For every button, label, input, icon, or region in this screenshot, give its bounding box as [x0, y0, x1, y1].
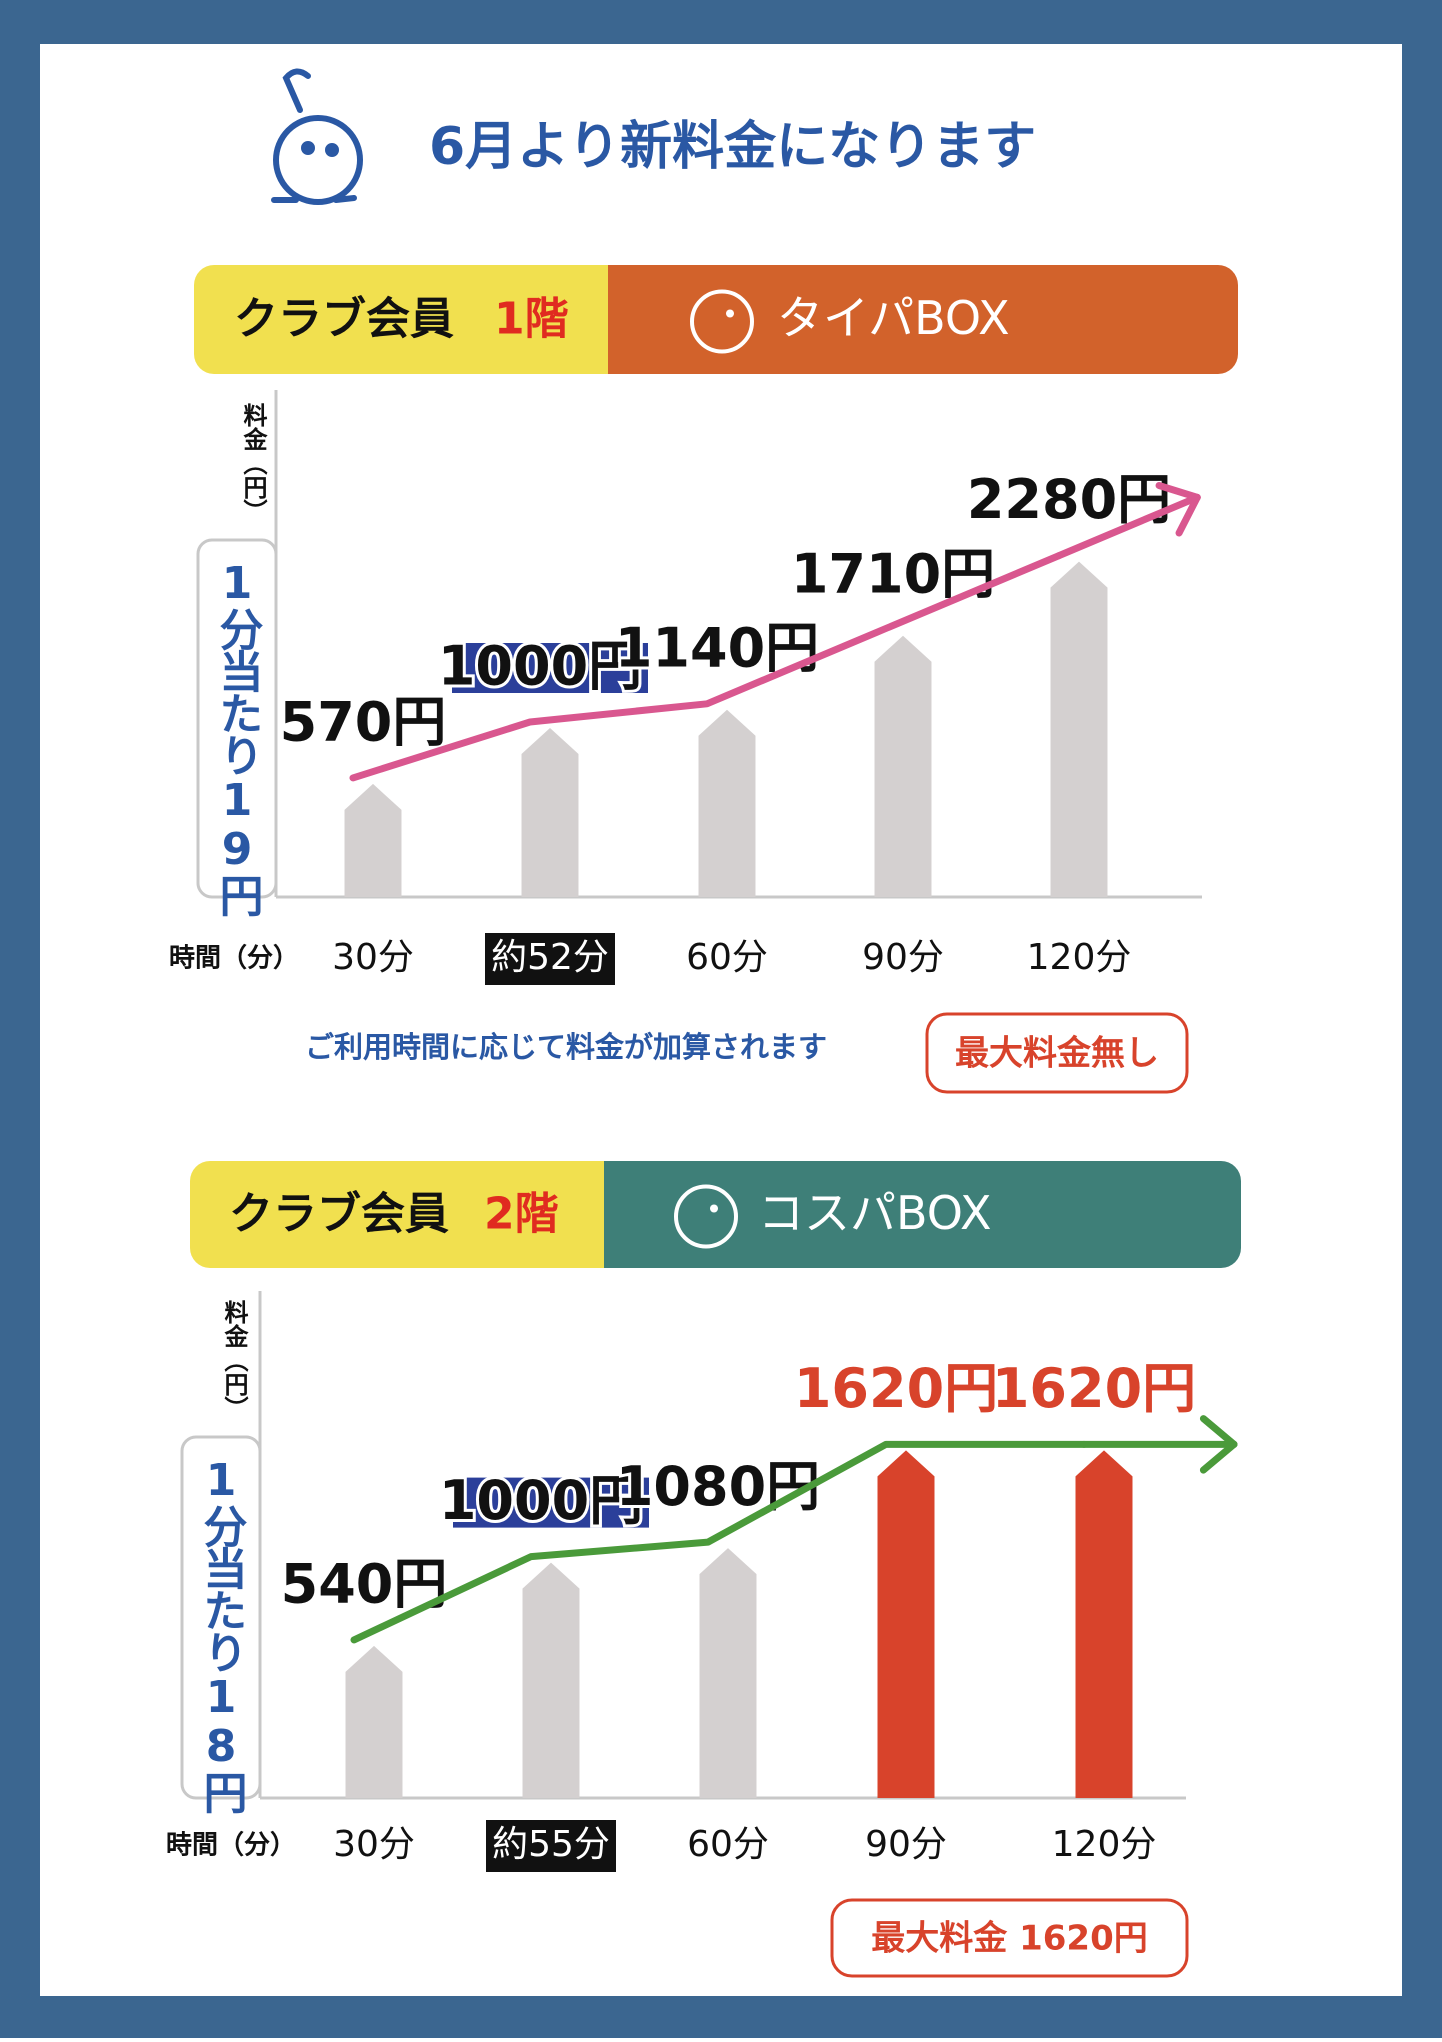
badge: 最大料金 1620円: [871, 1919, 1147, 1959]
value-label-highlight: [453, 1477, 649, 1528]
box-icon: [674, 1184, 738, 1249]
header-right: [604, 1161, 1241, 1268]
header-right: [608, 265, 1238, 374]
y-axis-label: 料金（円）: [220, 1300, 249, 1420]
x-tick-label: 約52分: [491, 937, 609, 978]
bar: [877, 1450, 935, 1798]
box-label: コスパBOX: [758, 1186, 992, 1240]
x-axis-label: 時間（分）: [166, 1831, 296, 1861]
mascot: [271, 68, 363, 205]
value-label: 1620円: [794, 1357, 998, 1420]
bar: [698, 709, 756, 897]
trend-arrowhead: [1175, 493, 1201, 537]
bar: [345, 1645, 403, 1798]
y-axis-label: 料金（円）: [239, 403, 268, 523]
box-icon: [690, 289, 754, 354]
trend-extension: [1055, 493, 1201, 560]
badge-box: [925, 1012, 1189, 1094]
note-box: [180, 1435, 262, 1800]
member-label: クラブ会員: [234, 294, 454, 345]
badge-box: [830, 1898, 1189, 1978]
badge: 最大料金無し: [955, 1034, 1159, 1074]
page-title: 6月より新料金になります: [429, 117, 1036, 177]
x-tick-label: 30分: [332, 937, 414, 978]
x-tick-label: 90分: [862, 937, 944, 978]
trend-arrowhead: [1155, 482, 1201, 501]
trend-line: [349, 552, 1063, 782]
note: 1分当たり18円: [196, 1455, 248, 1814]
bar: [344, 783, 402, 897]
value-label: 1000円: [439, 1469, 643, 1532]
box-icon-eye: [710, 1204, 718, 1213]
member-label: クラブ会員: [229, 1189, 449, 1240]
trend-arrowhead: [1199, 1440, 1238, 1474]
box-label: タイパBOX: [777, 291, 1010, 345]
floor-label: 1階: [494, 294, 569, 345]
value-label: 2280円: [967, 468, 1171, 531]
value-label: 1080円: [616, 1455, 820, 1518]
footnote: ご利用時間に応じて料金が加算されます: [305, 1030, 827, 1064]
bar: [522, 1562, 580, 1798]
value-label: 1620円: [992, 1357, 1196, 1420]
value-label: 1000円: [438, 635, 642, 698]
trend-line: [350, 1440, 1088, 1644]
x-tick-label: 30分: [333, 1824, 415, 1865]
x-tick-label: 90分: [865, 1824, 947, 1865]
x-tick-label: 120分: [1052, 1824, 1157, 1865]
bar: [1050, 561, 1108, 897]
trend-arrowhead: [1199, 1415, 1238, 1448]
bar: [521, 728, 579, 897]
x-tick-label: 60分: [686, 937, 768, 978]
x-tick-label: 60分: [687, 1824, 769, 1865]
category-highlight: [485, 933, 615, 985]
header-left: [194, 265, 608, 374]
value-label: 540円: [281, 1553, 448, 1616]
bar: [699, 1548, 757, 1798]
x-tick-label: 120分: [1027, 937, 1132, 978]
value-label: 570円: [280, 691, 447, 754]
x-tick-label: 約55分: [492, 1824, 610, 1865]
bar: [874, 635, 932, 897]
x-axis-label: 時間（分）: [169, 944, 299, 974]
bar: [1075, 1450, 1133, 1798]
box-icon-eye: [726, 309, 734, 318]
floor-label: 2階: [484, 1189, 559, 1240]
note-box: [196, 538, 278, 899]
category-highlight: [486, 1820, 616, 1872]
note: 1分当たり19円: [212, 558, 264, 917]
header-left: [190, 1161, 604, 1268]
value-label-highlight: [452, 643, 648, 693]
